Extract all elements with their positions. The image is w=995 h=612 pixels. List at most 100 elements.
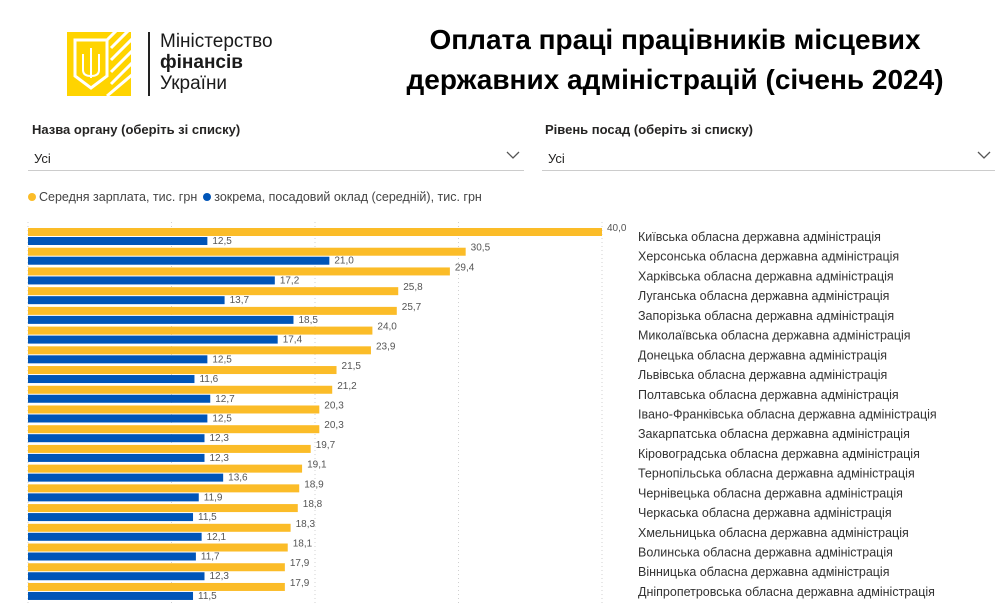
bar-avg: [28, 287, 399, 296]
legend-label-avg: Середня зарплата, тис. грн: [39, 190, 198, 204]
bar-avg: [28, 543, 288, 552]
organ-filter-value: Усі: [34, 151, 51, 166]
bar-avg: [28, 464, 303, 473]
bar-salary: [28, 335, 278, 344]
data-label-avg: 20,3: [324, 420, 344, 431]
data-label-salary: 11,5: [198, 591, 217, 602]
category-label: Запорізька обласна державна адміністраці…: [638, 309, 894, 323]
data-label-avg: 17,9: [290, 558, 310, 569]
data-label-avg: 21,5: [342, 361, 362, 372]
data-label-avg: 23,9: [376, 341, 396, 352]
data-label-salary: 12,7: [215, 394, 235, 405]
bar-salary: [28, 276, 275, 285]
bar-avg: [28, 444, 311, 453]
bar-salary: [28, 375, 195, 384]
data-label-avg: 18,8: [303, 499, 323, 510]
bar-avg: [28, 484, 300, 493]
legend-dot-avg: [28, 193, 36, 201]
data-label-salary: 13,6: [228, 473, 248, 484]
data-label-salary: 12,5: [212, 236, 232, 247]
category-label: Івано-Франківська обласна державна адмін…: [638, 407, 937, 421]
data-label-avg: 29,4: [455, 262, 475, 273]
data-label-avg: 19,7: [316, 440, 336, 451]
bar-avg: [28, 504, 298, 513]
data-label-salary: 18,5: [298, 315, 318, 326]
data-label-salary: 12,3: [210, 453, 230, 464]
bar-salary: [28, 237, 208, 245]
bar-avg: [28, 306, 397, 315]
category-label: Львівська обласна державна адміністрація: [638, 368, 887, 382]
trident-emblem-icon: [73, 22, 135, 98]
bar-salary: [28, 296, 225, 305]
bar-avg: [28, 267, 450, 276]
ministry-logo: [67, 22, 135, 98]
category-label: Луганська обласна державна адміністрація: [638, 289, 889, 303]
data-label-salary: 12,5: [212, 413, 232, 424]
category-label: Донецька обласна державна адміністрація: [638, 348, 887, 362]
bar-avg: [28, 405, 320, 414]
bar-avg: [28, 247, 466, 256]
logo-line3: України: [160, 73, 228, 94]
bar-salary: [28, 572, 205, 581]
organ-filter-dropdown[interactable]: Усі: [28, 146, 524, 171]
bar-salary: [28, 513, 194, 522]
data-label-avg: 17,9: [290, 578, 310, 589]
data-label-salary: 12,5: [212, 354, 232, 365]
legend-label-salary: зокрема, посадовий оклад (середній), тис…: [214, 190, 482, 204]
bar-salary: [28, 552, 196, 561]
level-filter-label: Рівень посад (оберіть зі списку): [545, 122, 753, 137]
data-label-avg: 25,8: [403, 282, 423, 293]
bar-salary: [28, 256, 330, 265]
ministry-name: Міністерство фінансів України: [160, 31, 273, 94]
data-label-avg: 25,7: [402, 302, 422, 313]
bar-salary: [28, 532, 202, 541]
organ-filter-label: Назва органу (оберіть зі списку): [32, 122, 241, 137]
bar-avg: [28, 366, 337, 375]
category-label: Вінницька обласна державна адміністрація: [638, 565, 889, 579]
category-label: Харківська обласна державна адміністраці…: [638, 269, 894, 283]
level-filter-value: Усі: [548, 151, 565, 166]
category-label: Тернопільська обласна державна адміністр…: [638, 467, 915, 481]
chevron-down-icon: [977, 151, 991, 159]
bar-avg: [28, 385, 333, 394]
bar-avg: [28, 582, 285, 591]
bar-avg: [28, 326, 373, 335]
logo-line1: Міністерство: [160, 31, 273, 52]
data-label-avg: 21,2: [337, 381, 357, 392]
data-label-salary: 11,5: [198, 512, 217, 523]
data-label-salary: 12,3: [210, 571, 230, 582]
category-label: Дніпропетровська обласна державна адміні…: [638, 585, 935, 599]
data-label-salary: 11,9: [204, 492, 223, 503]
data-label-salary: 12,1: [207, 532, 227, 543]
title-line1: Оплата праці працівників місцевих: [429, 24, 921, 55]
level-filter-dropdown[interactable]: Усі: [542, 146, 995, 171]
legend-item-salary[interactable]: зокрема, посадовий оклад (середній), тис…: [203, 190, 482, 204]
legend-dot-salary: [203, 193, 212, 201]
data-label-avg: 30,5: [471, 243, 491, 254]
category-label: Кіровоградська обласна державна адмініст…: [638, 447, 920, 461]
legend-item-avg[interactable]: Середня зарплата, тис. грн: [28, 190, 197, 204]
bar-avg: [28, 425, 320, 434]
bar-salary: [28, 414, 208, 423]
logo-line2: фінансів: [160, 52, 243, 73]
data-label-avg: 19,1: [307, 460, 327, 471]
category-label: Київська обласна державна адміністрація: [638, 230, 881, 244]
category-label: Черкаська обласна державна адміністрація: [638, 506, 892, 520]
data-label-avg: 24,0: [377, 322, 397, 333]
category-label: Чернівецька обласна державна адміністрац…: [638, 486, 903, 500]
category-label: Херсонська обласна державна адміністраці…: [638, 250, 899, 264]
data-label-avg: 18,1: [293, 539, 313, 550]
data-label-salary: 17,4: [283, 335, 303, 346]
data-label-salary: 13,7: [230, 295, 250, 306]
bar-salary: [28, 453, 205, 462]
bar-salary: [28, 493, 199, 502]
category-label: Закарпатська обласна державна адміністра…: [638, 427, 910, 441]
data-label-salary: 17,2: [280, 275, 300, 286]
data-label-avg: 18,3: [296, 519, 316, 530]
category-label: Миколаївська обласна державна адміністра…: [638, 329, 911, 343]
logo-divider: [148, 32, 150, 96]
page-title: Оплата праці працівників місцевих держав…: [360, 20, 990, 100]
category-label: Волинська обласна державна адміністрація: [638, 546, 893, 560]
bar-avg: [28, 228, 602, 236]
